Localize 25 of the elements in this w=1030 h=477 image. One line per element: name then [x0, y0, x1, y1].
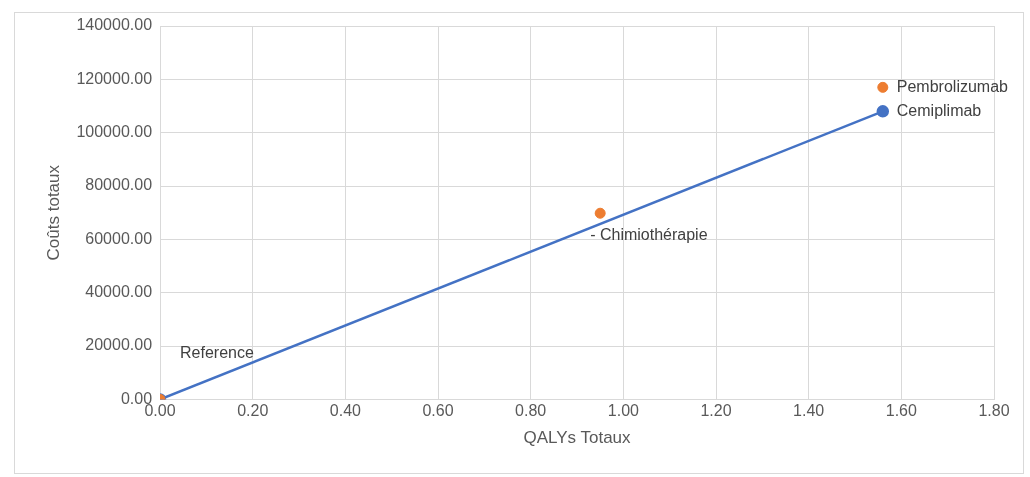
x-tick-label: 0.80	[515, 402, 547, 420]
y-tick-label: 120000.00	[76, 69, 153, 87]
x-tick-label: 0.40	[329, 402, 362, 420]
x-tick-label: 0.20	[237, 402, 269, 420]
point	[877, 81, 889, 93]
x-tick-label: 0.60	[422, 402, 454, 420]
annotation: Reference	[180, 343, 254, 361]
y-tick-label: 60000.00	[85, 229, 153, 247]
x-axis-title: QALYs Totaux	[523, 428, 632, 448]
point	[876, 105, 890, 118]
x-tick-label: 1.40	[793, 402, 825, 420]
annotation: Cemiplimab	[896, 101, 982, 119]
annotation: - Chimiothérapie	[590, 225, 708, 243]
y-tick-label: 140000.00	[76, 16, 153, 34]
y-tick-label: 80000.00	[85, 176, 153, 194]
x-tick-label: 1.80	[978, 402, 1010, 420]
y-axis-title: Coûts totaux	[43, 164, 63, 261]
x-tick-label: 1.00	[607, 402, 640, 420]
annotation: Pembrolizumab	[896, 77, 1009, 95]
y-tick-label: 20000.00	[85, 336, 153, 354]
y-tick-label: 40000.00	[85, 283, 153, 301]
x-tick-label: 1.20	[700, 402, 732, 420]
y-tick-label: 100000.00	[76, 123, 153, 141]
x-tick-label: 1.60	[885, 402, 918, 420]
point	[594, 207, 606, 219]
